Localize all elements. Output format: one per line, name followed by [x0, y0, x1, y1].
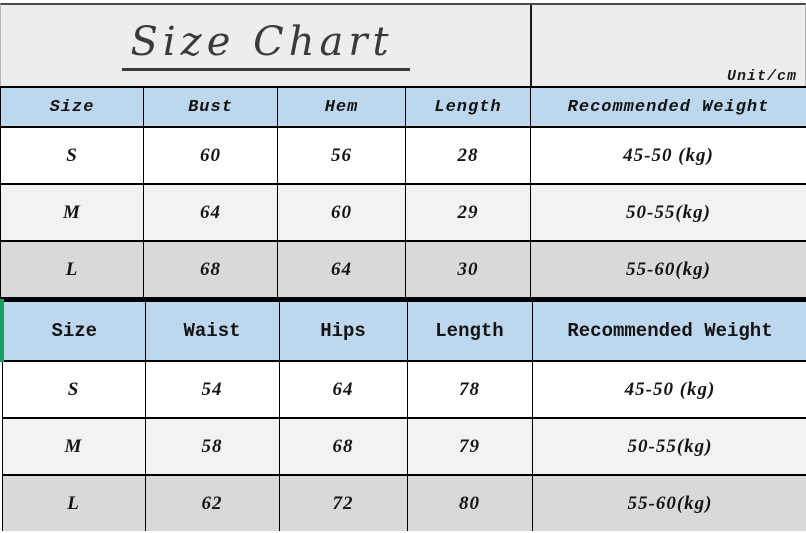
table-cell: 50-55(kg) [531, 417, 806, 476]
table-cell: 45-50 (kg) [530, 126, 806, 185]
table-cell: 29 [405, 183, 531, 242]
table-cell: 60 [277, 183, 406, 242]
table-cell: M [0, 183, 144, 242]
table-row-s: S 54 64 78 45-50 (kg) [1, 360, 806, 419]
table-cell: 64 [277, 240, 406, 299]
table-cell: L [0, 240, 144, 299]
header-cell-bust: Bust [143, 86, 278, 128]
table-cell: 64 [278, 360, 408, 419]
table-cell: 78 [406, 360, 533, 419]
header-cell-hem: Hem [277, 86, 406, 128]
table-cell: 28 [405, 126, 531, 185]
size-chart-table-top: Size Bust Hem Length Recommended Weight … [0, 86, 806, 299]
table-header-row: Size Waist Hips Length Recommended Weigh… [0, 299, 806, 362]
table-cell: 60 [143, 126, 278, 185]
table-cell: 68 [278, 417, 408, 476]
table-row-s: S 60 56 28 45-50 (kg) [0, 126, 806, 185]
table-cell: 79 [406, 417, 533, 476]
table-row-l: L 62 72 80 55-60(kg) [1, 474, 806, 531]
header-cell-length: Length [406, 299, 533, 362]
table-cell: 45-50 (kg) [531, 360, 806, 419]
header-cell-waist: Waist [144, 299, 280, 362]
header-cell-size: Size [0, 86, 144, 128]
table-cell: L [1, 474, 146, 531]
header-cell-size: Size [0, 299, 146, 362]
header-cell-weight: Recommended Weight [531, 299, 806, 362]
table-cell: S [1, 360, 146, 419]
vertical-divider [530, 5, 532, 86]
table-row-l: L 68 64 30 55-60(kg) [0, 240, 806, 299]
table-cell: 30 [405, 240, 531, 299]
table-cell: 50-55(kg) [530, 183, 806, 242]
table-cell: 68 [143, 240, 278, 299]
header-cell-weight: Recommended Weight [530, 86, 806, 128]
title-band: Size Chart Unit/cm [0, 3, 806, 86]
table-cell: 80 [406, 474, 533, 531]
title-wrap: Size Chart [1, 5, 531, 86]
table-cell: 64 [143, 183, 278, 242]
size-chart-table-bottom: Size Waist Hips Length Recommended Weigh… [0, 299, 806, 531]
page-title: Size Chart [122, 21, 410, 71]
header-cell-hips: Hips [278, 299, 408, 362]
table-cell: 72 [278, 474, 408, 531]
table-row-m: M 64 60 29 50-55(kg) [0, 183, 806, 242]
table-cell: 56 [277, 126, 406, 185]
table-cell: S [0, 126, 144, 185]
table-row-m: M 58 68 79 50-55(kg) [1, 417, 806, 476]
header-cell-length: Length [405, 86, 531, 128]
table-cell: 55-60(kg) [531, 474, 806, 531]
unit-label: Unit/cm [726, 68, 797, 85]
table-cell: 62 [144, 474, 280, 531]
table-cell: 54 [144, 360, 280, 419]
table-cell: 55-60(kg) [530, 240, 806, 299]
table-header-row: Size Bust Hem Length Recommended Weight [0, 86, 806, 128]
table-cell: M [1, 417, 146, 476]
table-cell: 58 [144, 417, 280, 476]
